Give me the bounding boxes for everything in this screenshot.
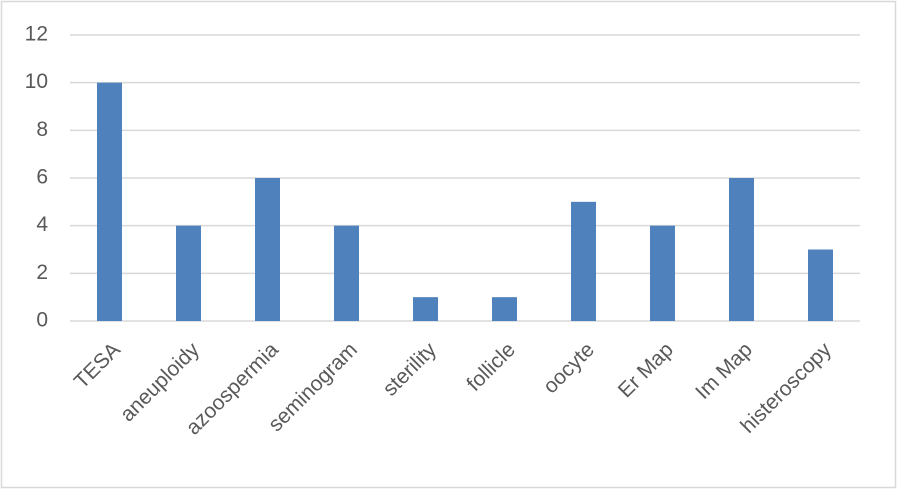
bar	[492, 297, 517, 321]
y-tick-label: 12	[25, 23, 48, 46]
bar	[413, 297, 438, 321]
bar	[650, 225, 675, 321]
bar	[571, 201, 596, 321]
bar	[176, 225, 201, 321]
y-tick-label: 8	[36, 118, 48, 141]
y-tick-label: 6	[36, 166, 48, 189]
y-tick-label: 10	[25, 70, 48, 93]
y-tick-label: 0	[36, 309, 48, 332]
bar	[255, 178, 280, 321]
bar	[334, 225, 359, 321]
y-tick-label: 2	[36, 261, 48, 284]
bar	[808, 249, 833, 321]
bar	[97, 82, 122, 322]
y-tick-label: 4	[36, 213, 48, 236]
bar	[729, 178, 754, 321]
